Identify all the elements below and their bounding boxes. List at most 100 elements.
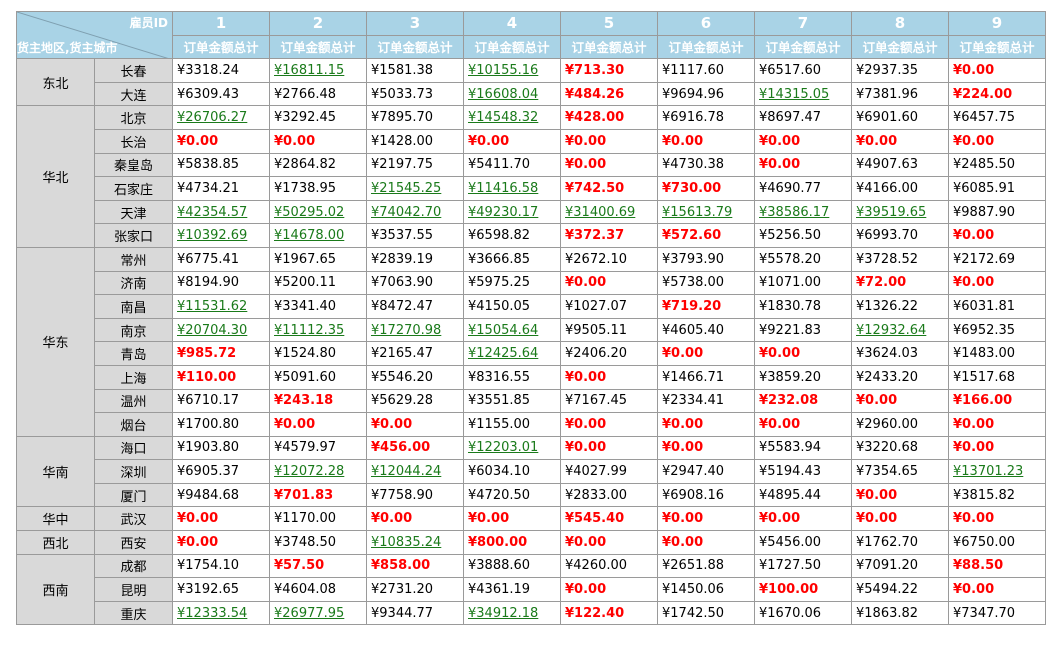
value-cell: ¥1762.70 xyxy=(851,530,949,555)
order-total-value: ¥4150.05 xyxy=(468,298,531,314)
value-cell: ¥5578.20 xyxy=(754,246,852,272)
column-subheader-measure: 订单金额总计 xyxy=(851,34,949,60)
order-total-value: ¥11531.62 xyxy=(177,298,248,314)
order-total-value: ¥2651.88 xyxy=(662,558,725,574)
table-row: 青岛 ¥985.72 ¥1524.80 ¥2165.47 ¥12425.64 ¥2406.… xyxy=(17,341,1046,366)
order-total-value: ¥49230.17 xyxy=(468,204,539,220)
order-total-value: ¥1967.65 xyxy=(274,251,337,267)
value-cell: ¥16811.15 xyxy=(269,58,367,83)
order-total-value: ¥9221.83 xyxy=(759,322,822,338)
value-cell: ¥5200.11 xyxy=(269,270,367,296)
value-cell: ¥7167.45 xyxy=(560,388,658,414)
value-cell: ¥31400.69 xyxy=(560,199,658,225)
order-total-value: ¥10835.24 xyxy=(371,534,442,550)
column-header-employee-1[interactable]: 1 xyxy=(172,11,270,36)
order-total-value: ¥5256.50 xyxy=(759,228,822,244)
order-total-value: ¥10155.16 xyxy=(468,62,539,78)
order-total-value: ¥2197.75 xyxy=(371,157,434,173)
value-cell: ¥1830.78 xyxy=(754,294,852,319)
corner-label-region-city: 货主地区,货主城市 xyxy=(17,41,118,56)
order-total-value: ¥5583.94 xyxy=(759,440,822,456)
order-total-value: ¥26706.27 xyxy=(177,110,248,126)
column-header-employee-3[interactable]: 3 xyxy=(366,11,464,36)
order-total-value: ¥1670.06 xyxy=(759,605,822,621)
value-cell: ¥0.00 xyxy=(754,152,852,178)
region-label: 华北 xyxy=(16,105,95,248)
value-cell: ¥8472.47 xyxy=(366,294,464,319)
column-header-employee-2[interactable]: 2 xyxy=(269,11,367,36)
value-cell: ¥1967.65 xyxy=(269,246,367,272)
value-cell: ¥484.26 xyxy=(560,81,658,107)
city-label: 长治 xyxy=(94,128,173,154)
column-header-employee-7[interactable]: 7 xyxy=(754,11,852,36)
value-cell: ¥72.00 xyxy=(851,270,949,296)
column-header-employee-9[interactable]: 9 xyxy=(948,11,1046,36)
order-total-value: ¥5494.22 xyxy=(856,582,919,598)
order-total-value: ¥4734.21 xyxy=(177,180,240,196)
order-total-value: ¥4361.19 xyxy=(468,582,531,598)
city-label: 长春 xyxy=(94,58,173,83)
order-total-value: ¥1738.95 xyxy=(274,180,337,196)
table-row: 天津 ¥42354.57 ¥50295.02 ¥74042.70 ¥49230.17 ¥3… xyxy=(17,199,1046,225)
value-cell: ¥42354.57 xyxy=(172,199,270,225)
order-total-value: ¥730.00 xyxy=(662,180,722,196)
order-total-value: ¥2839.19 xyxy=(371,251,434,267)
value-cell: ¥11416.58 xyxy=(463,176,561,201)
table-row: 西南 成都 ¥1754.10 ¥57.50 ¥858.00 ¥3888.60 ¥4260.0… xyxy=(16,553,1046,626)
column-header-employee-4[interactable]: 4 xyxy=(463,11,561,36)
value-cell: ¥1903.80 xyxy=(172,435,270,461)
value-cell: ¥0.00 xyxy=(754,341,852,366)
order-total-value: ¥4720.50 xyxy=(468,487,531,503)
value-cell: ¥6031.81 xyxy=(948,294,1046,319)
value-cell: ¥0.00 xyxy=(754,506,852,532)
value-cell: ¥0.00 xyxy=(560,270,658,296)
order-total-value: ¥12333.54 xyxy=(177,605,248,621)
value-cell: ¥3192.65 xyxy=(172,577,270,602)
value-cell: ¥1326.22 xyxy=(851,294,949,319)
value-cell: ¥6309.43 xyxy=(172,81,270,107)
order-total-value: ¥3192.65 xyxy=(177,582,240,598)
value-cell: ¥9694.96 xyxy=(657,81,755,107)
value-cell: ¥232.08 xyxy=(754,388,852,414)
city-label: 烟台 xyxy=(94,412,173,437)
order-total-value: ¥0.00 xyxy=(759,511,801,527)
value-cell: ¥5838.85 xyxy=(172,152,270,178)
order-total-value: ¥122.40 xyxy=(565,605,625,621)
order-total-value: ¥0.00 xyxy=(565,440,607,456)
value-cell: ¥50295.02 xyxy=(269,199,367,225)
value-cell: ¥1117.60 xyxy=(657,58,755,83)
order-total-value: ¥372.37 xyxy=(565,228,625,244)
value-cell: ¥701.83 xyxy=(269,482,367,508)
order-total-value: ¥57.50 xyxy=(274,558,325,574)
value-cell: ¥713.30 xyxy=(560,58,658,83)
value-cell: ¥2165.47 xyxy=(366,341,464,366)
order-total-value: ¥4730.38 xyxy=(662,157,725,173)
value-cell: ¥0.00 xyxy=(948,506,1046,532)
value-cell: ¥6901.60 xyxy=(851,105,949,130)
order-total-value: ¥0.00 xyxy=(662,534,704,550)
value-cell: ¥730.00 xyxy=(657,176,755,201)
value-cell: ¥5091.60 xyxy=(269,364,367,390)
value-cell: ¥0.00 xyxy=(463,506,561,532)
order-total-value: ¥3537.55 xyxy=(371,228,434,244)
value-cell: ¥10392.69 xyxy=(172,223,270,248)
value-cell: ¥4730.38 xyxy=(657,152,755,178)
column-header-employee-5[interactable]: 5 xyxy=(560,11,658,36)
order-total-value: ¥0.00 xyxy=(759,133,801,149)
order-total-value: ¥0.00 xyxy=(953,416,995,432)
order-total-value: ¥2485.50 xyxy=(953,157,1016,173)
value-cell: ¥21545.25 xyxy=(366,176,464,201)
order-total-value: ¥5456.00 xyxy=(759,534,822,550)
value-cell: ¥2197.75 xyxy=(366,152,464,178)
order-total-value: ¥1727.50 xyxy=(759,558,822,574)
order-total-value: ¥3551.85 xyxy=(468,393,531,409)
value-cell: ¥1428.00 xyxy=(366,128,464,154)
value-cell: ¥0.00 xyxy=(366,412,464,437)
value-cell: ¥6916.78 xyxy=(657,105,755,130)
order-total-value: ¥742.50 xyxy=(565,180,625,196)
column-header-employee-8[interactable]: 8 xyxy=(851,11,949,36)
value-cell: ¥12333.54 xyxy=(172,600,270,626)
value-cell: ¥0.00 xyxy=(851,128,949,154)
value-cell: ¥1727.50 xyxy=(754,553,852,579)
column-header-employee-6[interactable]: 6 xyxy=(657,11,755,36)
